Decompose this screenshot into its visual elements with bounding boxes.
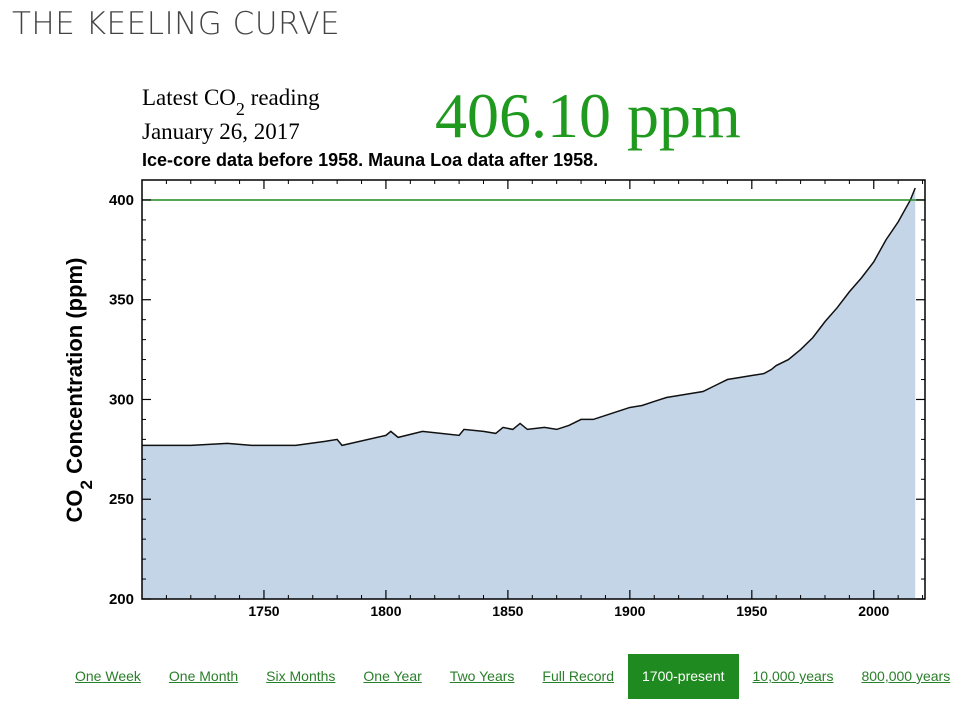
- x-tick-label: 1950: [736, 603, 767, 619]
- nav-bar: One Week One Month Six Months One Year Two Y…: [61, 654, 959, 699]
- y-tick-label: 400: [109, 192, 134, 209]
- chart: Latest CO2 reading January 26, 2017 406.…: [62, 80, 926, 619]
- nav-tab[interactable]: Six Months: [266, 668, 336, 684]
- nav-tab[interactable]: Full Record: [542, 668, 614, 684]
- reading-label-part: Latest CO: [142, 85, 236, 110]
- y-tick-label: 350: [109, 292, 134, 309]
- y-tick-label: 250: [109, 491, 134, 508]
- nav-tab[interactable]: Two Years: [449, 668, 515, 684]
- nav-tab[interactable]: 10,000 years: [752, 668, 834, 684]
- nav-tab[interactable]: One Month: [168, 668, 239, 684]
- nav-tab[interactable]: 1700-present: [628, 654, 739, 699]
- y-tick-label: 200: [109, 591, 134, 608]
- reading-label-sub: 2: [236, 99, 245, 119]
- line: [142, 187, 916, 447]
- x-tick-label: 1900: [614, 603, 645, 619]
- x-tick-label: 2000: [858, 603, 889, 619]
- nav-tab[interactable]: One Year: [363, 668, 422, 684]
- x-tick-label: 1850: [492, 603, 523, 619]
- y-axis-label: CO2 Concentration (ppm): [62, 258, 96, 523]
- reading-label-part: reading: [245, 85, 320, 110]
- nav-tab[interactable]: One Week: [75, 668, 141, 684]
- area: [142, 187, 916, 599]
- y-axis-label-part: CO: [62, 489, 87, 522]
- x-tick-label: 1800: [370, 603, 401, 619]
- page-title: THE KEELING CURVE: [12, 6, 341, 42]
- reading-date: January 26, 2017: [142, 119, 300, 144]
- chart-subtitle: Ice-core data before 1958. Mauna Loa dat…: [142, 150, 598, 170]
- x-tick-label: 1750: [248, 603, 279, 619]
- y-axis-label-part: Concentration (ppm): [62, 258, 87, 480]
- y-axis-label-sub: 2: [77, 480, 96, 489]
- reading-label: Latest CO2 reading: [142, 85, 320, 119]
- plot-frame: [141, 179, 926, 600]
- y-tick-label: 300: [109, 391, 134, 408]
- reading-value: 406.10 ppm: [435, 80, 741, 151]
- nav-tab[interactable]: 800,000 years: [861, 668, 951, 684]
